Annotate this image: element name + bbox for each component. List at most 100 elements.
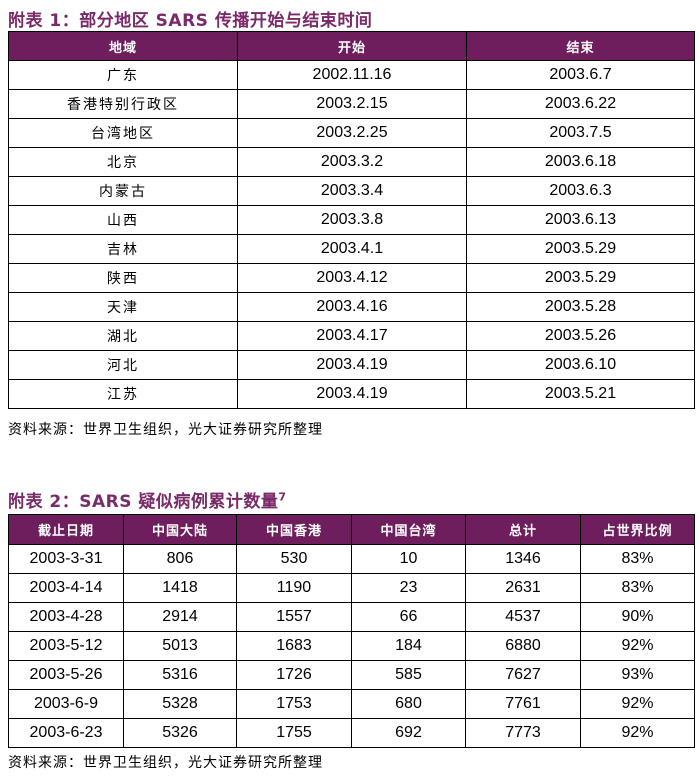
table2-source-text: 资料来源：世界卫生组织，光大证券研究所整理 (8, 755, 323, 771)
table-cell: 天津 (8, 292, 238, 322)
table-cell: 1755 (236, 718, 352, 748)
table-cell: 23 (351, 573, 466, 603)
table-cell: 680 (351, 689, 466, 719)
table-cell: 2914 (123, 602, 237, 632)
table-cell: 5328 (123, 689, 237, 719)
table1-caption: 附表 1：部分地区 SARS 传播开始与结束时间 (8, 6, 372, 31)
table-cell: 7761 (465, 689, 581, 719)
sars-period-table: 地域 开始 结束 广东 2002.11.16 2003.6.7 香港特别行政区 2003… (8, 31, 695, 409)
table2-caption-text: 附表 2：SARS 疑似病例累计数量 (8, 492, 279, 512)
table2-header-row: 截止日期 中国大陆 中国香港 中国台湾 总计 占世界比例 (8, 514, 695, 545)
table-cell: 2003.6.7 (466, 60, 695, 90)
table-cell: 2003-5-26 (8, 660, 124, 690)
table-cell: 2003.2.15 (237, 89, 467, 119)
table-cell: 1557 (236, 602, 352, 632)
table-row: 北京 2003.3.2 2003.6.18 (8, 147, 695, 177)
table-cell: 5316 (123, 660, 237, 690)
table2-header-taiwan: 中国台湾 (351, 514, 466, 545)
table-cell: 2003.7.5 (466, 118, 695, 148)
table2-header-world-share: 占世界比例 (580, 514, 695, 545)
table-cell: 2003.3.4 (237, 176, 467, 206)
table-cell: 92% (580, 718, 695, 748)
table-row: 江苏 2003.4.19 2003.5.21 (8, 379, 695, 409)
table-cell: 7773 (465, 718, 581, 748)
table-cell: 2003-5-12 (8, 631, 124, 661)
table-cell: 广东 (8, 60, 238, 90)
table-cell: 2003.6.10 (466, 350, 695, 380)
table-cell: 内蒙古 (8, 176, 238, 206)
table-cell: 2003.4.19 (237, 350, 467, 380)
table-row: 2003-5-26 5316 1726 585 7627 93% (8, 660, 695, 690)
table-cell: 2003.3.2 (237, 147, 467, 177)
table2-header-total: 总计 (465, 514, 581, 545)
table-cell: 2003.2.25 (237, 118, 467, 148)
table-cell: 66 (351, 602, 466, 632)
table-cell: 83% (580, 544, 695, 574)
table-cell: 北京 (8, 147, 238, 177)
table-cell: 2631 (465, 573, 581, 603)
table-cell: 2003-4-14 (8, 573, 124, 603)
table-row: 2003-5-12 5013 1683 184 6880 92% (8, 631, 695, 661)
table-row: 2003-4-14 1418 1190 23 2631 83% (8, 573, 695, 603)
table-row: 2003-6-23 5326 1755 692 7773 92% (8, 718, 695, 748)
table-row: 台湾地区 2003.2.25 2003.7.5 (8, 118, 695, 148)
table-cell: 93% (580, 660, 695, 690)
table-cell: 585 (351, 660, 466, 690)
table1-body: 广东 2002.11.16 2003.6.7 香港特别行政区 2003.2.15 2003… (8, 60, 695, 409)
table-cell: 83% (580, 573, 695, 603)
table-cell: 7627 (465, 660, 581, 690)
table1-header-region: 地域 (8, 31, 238, 61)
table2-header-date: 截止日期 (8, 514, 124, 545)
table2-source: 资料来源：世界卫生组织，光大证券研究所整理 (8, 752, 323, 772)
table-row: 香港特别行政区 2003.2.15 2003.6.22 (8, 89, 695, 119)
table-cell: 江苏 (8, 379, 238, 409)
table-row: 河北 2003.4.19 2003.6.10 (8, 350, 695, 380)
table1-source: 资料来源：世界卫生组织，光大证券研究所整理 (8, 419, 323, 439)
table-cell: 2003-3-31 (8, 544, 124, 574)
table-cell: 92% (580, 689, 695, 719)
table-cell: 1346 (465, 544, 581, 574)
table-cell: 2003.5.28 (466, 292, 695, 322)
table-cell: 河北 (8, 350, 238, 380)
table-row: 2003-4-28 2914 1557 66 4537 90% (8, 602, 695, 632)
table1-header-row: 地域 开始 结束 (8, 31, 695, 61)
table-cell: 2003.5.29 (466, 234, 695, 264)
table-cell: 2003.4.16 (237, 292, 467, 322)
table-cell: 806 (123, 544, 237, 574)
sars-suspected-cases-table: 截止日期 中国大陆 中国香港 中国台湾 总计 占世界比例 2003-3-31 80… (8, 514, 695, 748)
table-cell: 184 (351, 631, 466, 661)
table-cell: 2003.6.18 (466, 147, 695, 177)
table-cell: 5013 (123, 631, 237, 661)
table2-header-hongkong: 中国香港 (236, 514, 352, 545)
table-cell: 湖北 (8, 321, 238, 351)
table-cell: 吉林 (8, 234, 238, 264)
table-cell: 1753 (236, 689, 352, 719)
table-cell: 10 (351, 544, 466, 574)
table1-caption-text: 附表 1：部分地区 SARS 传播开始与结束时间 (8, 11, 373, 31)
table2-body: 2003-3-31 806 530 10 1346 83% 2003-4-14 1418 119… (8, 544, 695, 748)
table1-header-end: 结束 (466, 31, 695, 61)
table-cell: 2003-4-28 (8, 602, 124, 632)
table-cell: 陕西 (8, 263, 238, 293)
table1-header-start: 开始 (237, 31, 467, 61)
table-row: 2003-6-9 5328 1753 680 7761 92% (8, 689, 695, 719)
table-row: 天津 2003.4.16 2003.5.28 (8, 292, 695, 322)
table-cell: 92% (580, 631, 695, 661)
table-row: 广东 2002.11.16 2003.6.7 (8, 60, 695, 90)
table2-header-mainland: 中国大陆 (123, 514, 237, 545)
table-cell: 1190 (236, 573, 352, 603)
table-row: 内蒙古 2003.3.4 2003.6.3 (8, 176, 695, 206)
table-cell: 692 (351, 718, 466, 748)
table-cell: 2003-6-23 (8, 718, 124, 748)
table2-footnote-marker: 7 (278, 490, 287, 504)
table-cell: 2003-6-9 (8, 689, 124, 719)
table-cell: 4537 (465, 602, 581, 632)
table1-source-text: 资料来源：世界卫生组织，光大证券研究所整理 (8, 422, 323, 438)
table-cell: 香港特别行政区 (8, 89, 238, 119)
table-cell: 1418 (123, 573, 237, 603)
table-cell: 2003.4.19 (237, 379, 467, 409)
table-row: 2003-3-31 806 530 10 1346 83% (8, 544, 695, 574)
table-cell: 2003.6.22 (466, 89, 695, 119)
table-cell: 2003.4.1 (237, 234, 467, 264)
table-cell: 2003.6.3 (466, 176, 695, 206)
